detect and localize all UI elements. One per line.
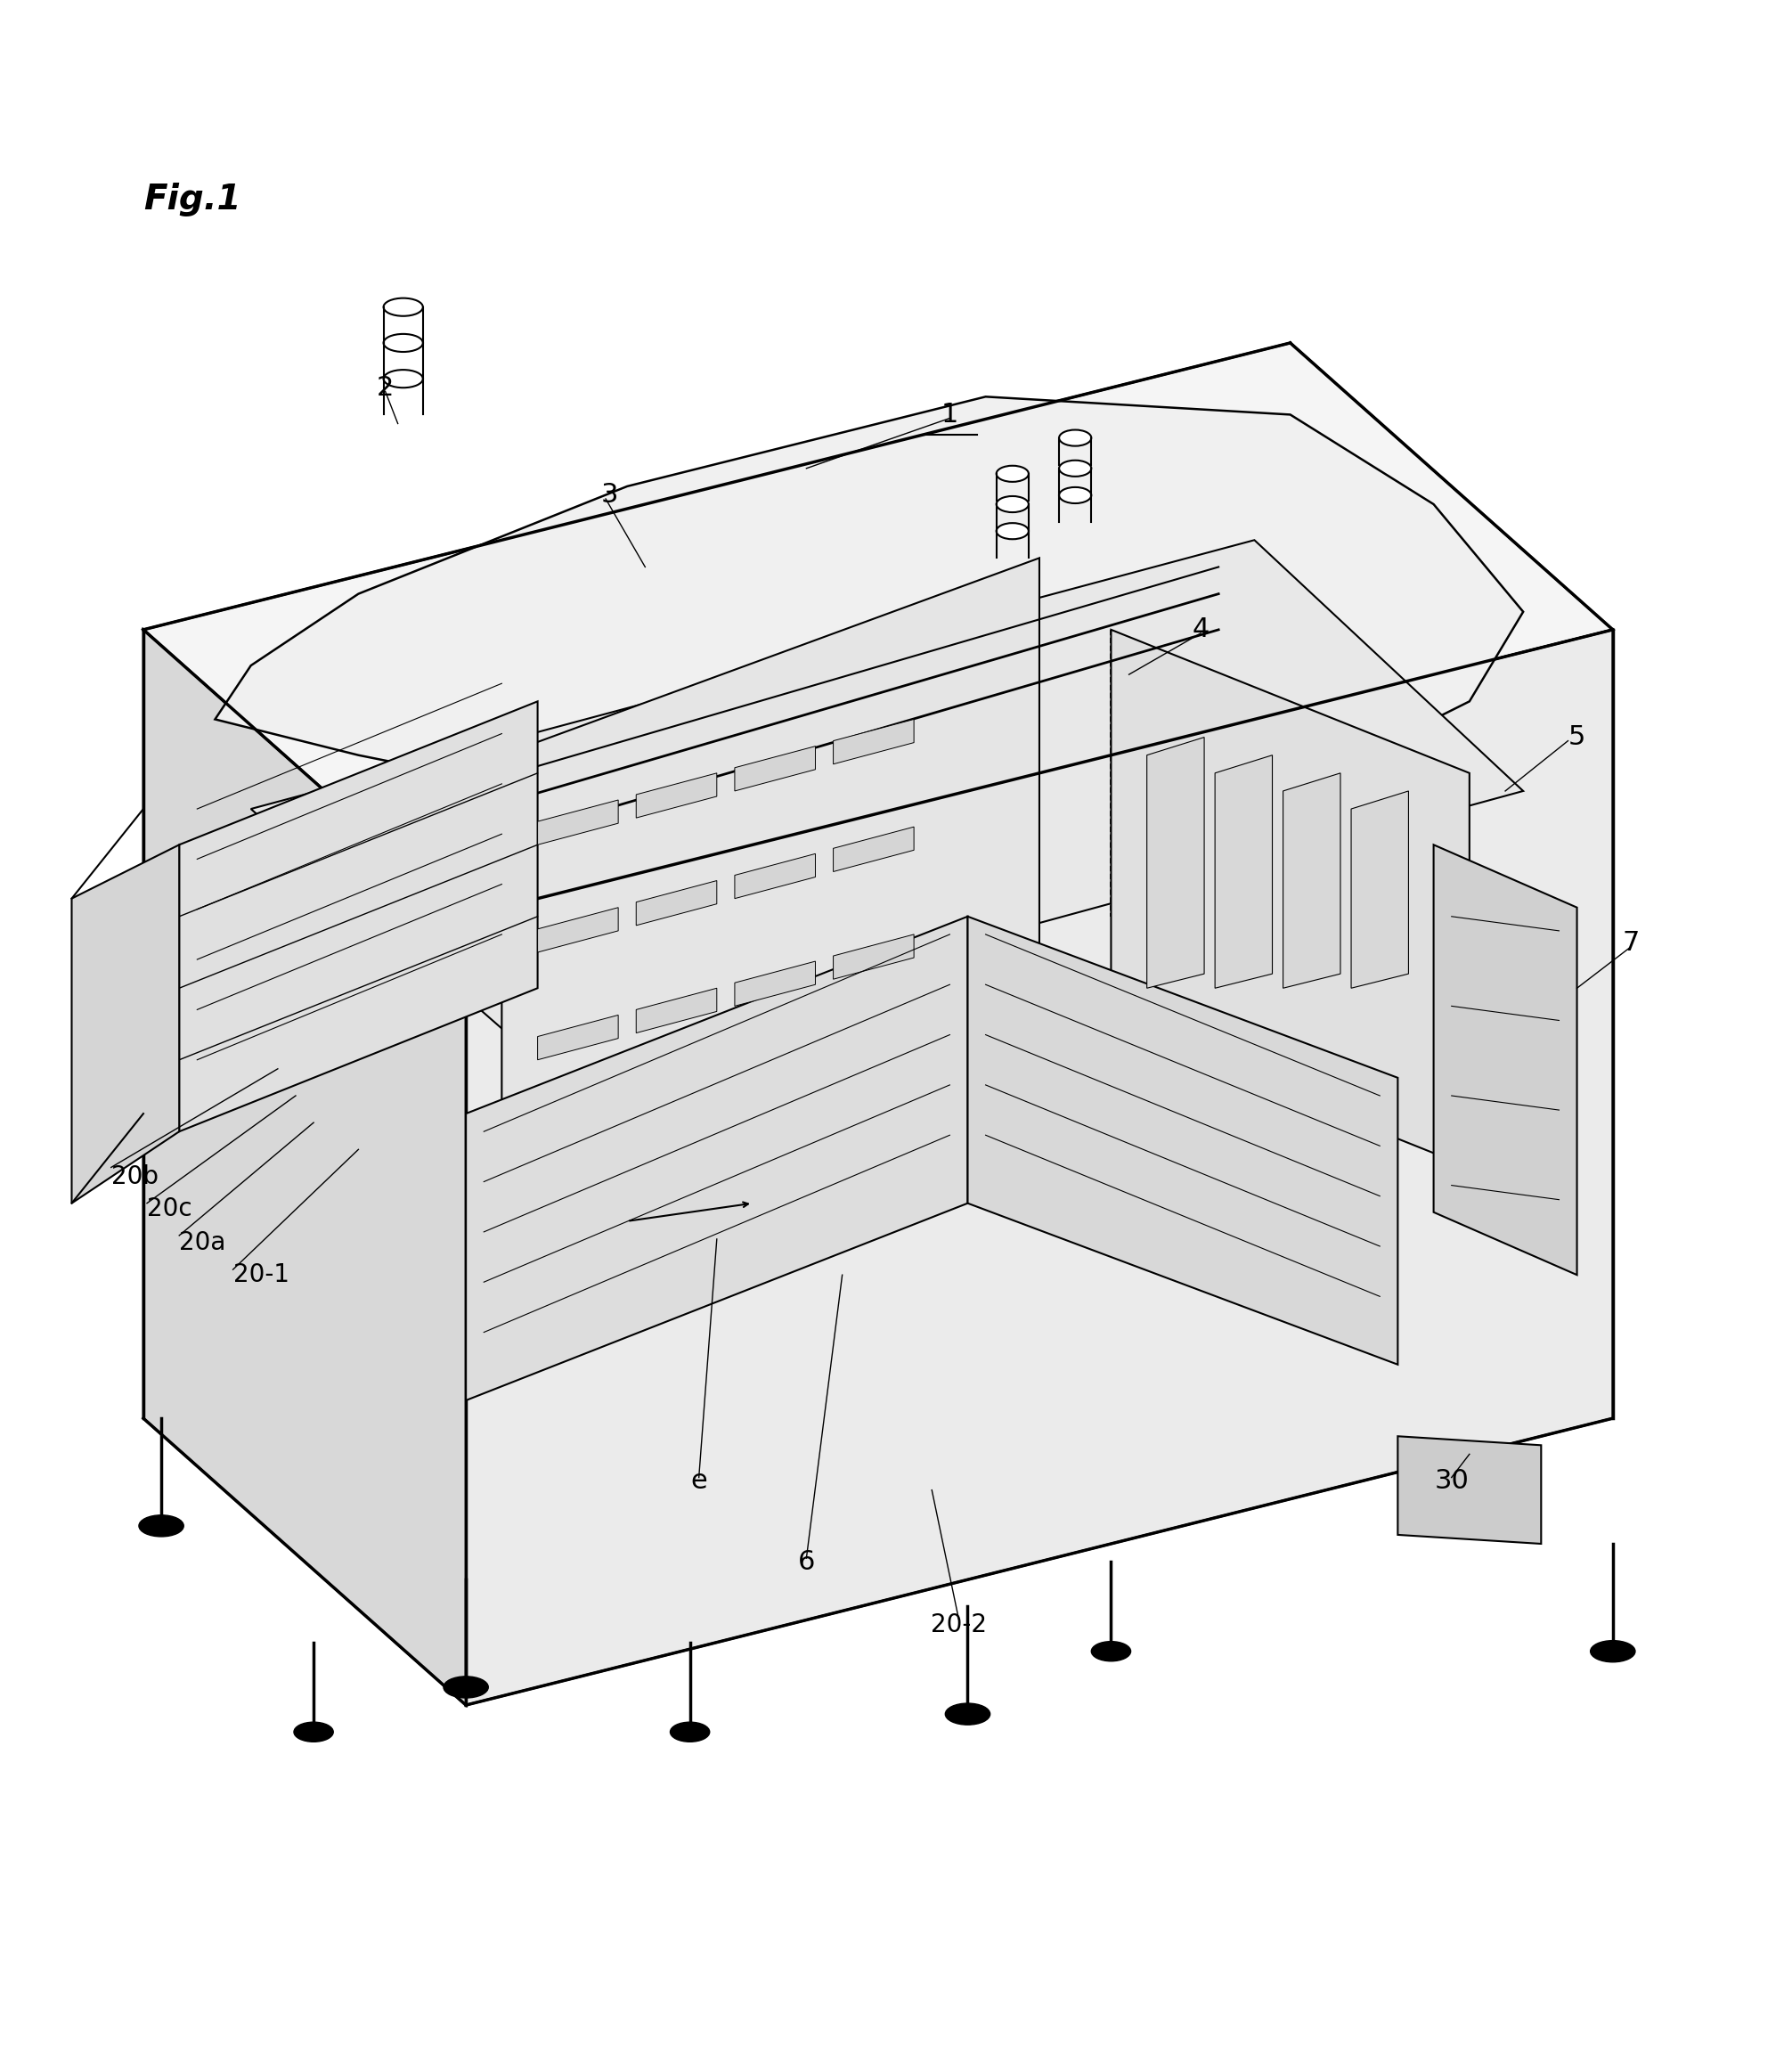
Polygon shape [502,557,1039,1186]
Polygon shape [636,772,717,817]
Polygon shape [215,397,1523,844]
Text: 7: 7 [1622,930,1640,956]
Ellipse shape [996,465,1029,481]
Text: 6: 6 [797,1548,815,1575]
Polygon shape [968,915,1398,1364]
Polygon shape [179,700,538,1133]
Polygon shape [538,907,618,952]
Ellipse shape [996,496,1029,512]
Text: 4: 4 [1192,616,1210,643]
Polygon shape [833,719,914,764]
Polygon shape [735,854,815,899]
Polygon shape [1215,756,1272,987]
Polygon shape [1351,791,1409,987]
Polygon shape [1434,844,1577,1276]
Polygon shape [1147,737,1204,987]
Text: 30: 30 [1434,1468,1469,1493]
Ellipse shape [383,371,423,387]
Ellipse shape [1059,487,1091,504]
Ellipse shape [1091,1640,1131,1661]
Ellipse shape [140,1516,183,1536]
Ellipse shape [444,1677,487,1698]
Text: 1: 1 [941,401,959,428]
Polygon shape [833,827,914,872]
Polygon shape [538,1016,618,1061]
Text: 3: 3 [600,483,618,508]
Ellipse shape [1059,461,1091,477]
Polygon shape [1283,772,1340,987]
Text: e: e [690,1468,708,1493]
Polygon shape [466,629,1613,1706]
Polygon shape [833,934,914,979]
Polygon shape [1398,1436,1541,1544]
Polygon shape [735,961,815,1006]
Text: 20-1: 20-1 [233,1262,289,1288]
Ellipse shape [996,522,1029,539]
Text: 20-2: 20-2 [930,1612,987,1636]
Polygon shape [636,881,717,926]
Ellipse shape [294,1722,333,1743]
Text: 20b: 20b [111,1163,158,1188]
Ellipse shape [670,1722,710,1743]
Text: Fig.1: Fig.1 [143,182,240,217]
Text: 20a: 20a [179,1231,226,1255]
Polygon shape [1111,629,1469,1167]
Text: 20c: 20c [147,1196,192,1221]
Polygon shape [466,915,968,1401]
Text: 5: 5 [1568,725,1586,750]
Polygon shape [72,844,179,1204]
Ellipse shape [1590,1640,1634,1663]
Polygon shape [538,801,618,844]
Ellipse shape [383,334,423,352]
Polygon shape [143,629,466,1706]
Ellipse shape [383,299,423,315]
Polygon shape [735,745,815,791]
Ellipse shape [944,1704,989,1724]
Polygon shape [143,342,1613,915]
Polygon shape [636,987,717,1032]
Polygon shape [251,541,1523,1061]
Ellipse shape [1059,430,1091,446]
Text: 2: 2 [376,375,394,401]
